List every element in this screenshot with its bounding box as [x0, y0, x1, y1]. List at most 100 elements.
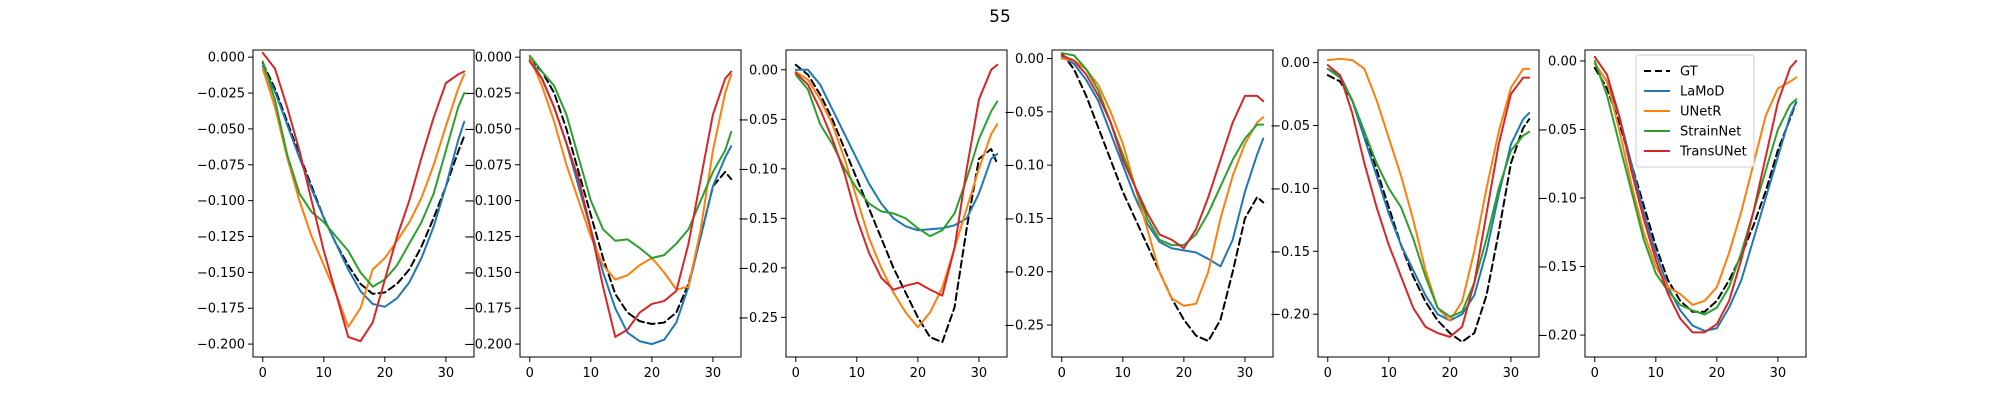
axes-frame — [252, 49, 475, 358]
series-line-gt — [1060, 52, 1265, 343]
plot-area — [261, 51, 466, 343]
x-tick-label: 30 — [438, 366, 455, 381]
y-tick-label: −0.20 — [1537, 329, 1577, 344]
x-tick-label: 0 — [792, 366, 800, 381]
y-tick-label: −0.175 — [197, 302, 245, 317]
legend-label-gt: GT — [1680, 65, 1698, 80]
y-tick-label: −0.20 — [1004, 265, 1044, 280]
y-tick-label: −0.05 — [738, 113, 778, 128]
y-tick-label: −0.150 — [197, 266, 245, 281]
y-tick-label: −0.100 — [197, 194, 245, 209]
x-tick-label: 20 — [644, 366, 661, 381]
y-tick-label: −0.025 — [197, 87, 245, 102]
y-tick-label: 0.00 — [1281, 56, 1310, 71]
x-tick-label: 10 — [316, 366, 333, 381]
x-tick-label: 20 — [1176, 366, 1193, 381]
y-tick-label: −0.15 — [1270, 245, 1310, 260]
y-tick-label: −0.100 — [464, 194, 512, 209]
subplot-grid: 0 10 20 300.000−0.025−0.050−0.075−0.100−0.1… — [197, 49, 1807, 381]
y-tick-label: −0.200 — [464, 338, 512, 353]
series-line-unetr — [794, 70, 999, 329]
y-tick-label: −0.050 — [464, 122, 512, 137]
x-tick-label: 10 — [849, 366, 866, 381]
series-line-strainnet — [794, 73, 999, 238]
series-line-transunet — [1326, 64, 1531, 338]
y-tick-label: −0.15 — [1004, 212, 1044, 227]
series-line-unetr — [261, 67, 466, 328]
series-line-strainnet — [1060, 52, 1265, 247]
axes-frame — [519, 49, 742, 358]
x-tick-label: 0 — [259, 366, 267, 381]
series-line-transunet — [794, 63, 999, 297]
legend: GT LaMoD UNetR StrainNet TransUNet — [1635, 54, 1755, 168]
series-line-gt — [1326, 74, 1531, 343]
axes-frame — [1051, 49, 1274, 358]
series-line-lamod — [1593, 62, 1798, 332]
y-tick-label: −0.10 — [1004, 159, 1044, 174]
x-tick-label: 20 — [910, 366, 927, 381]
y-tick-label: −0.075 — [464, 158, 512, 173]
x-tick-label: 0 — [1324, 366, 1332, 381]
x-tick-label: 0 — [1058, 366, 1066, 381]
y-tick-label: −0.050 — [197, 122, 245, 137]
series-line-transunet — [1060, 54, 1265, 250]
series-line-strainnet — [261, 60, 466, 288]
y-tick-label: 0.000 — [208, 51, 245, 66]
plot-area — [794, 63, 999, 344]
axes-frame — [1317, 49, 1540, 358]
x-tick-label: 30 — [1770, 366, 1787, 381]
series-line-lamod — [794, 68, 999, 232]
legend-label-lamod: LaMoD — [1680, 85, 1724, 100]
subplot-5: 0 10 20 30 0.00 −0.05 −0.10 −0.15 −0.20 — [1270, 49, 1540, 381]
x-tick-label: 20 — [377, 366, 394, 381]
plot-area — [1326, 57, 1531, 343]
subplot-2: 0 10 20 30 0.000 −0.025 −0.050 −0.075 −0.100 −0.1… — [464, 49, 742, 381]
y-tick-label: 0.000 — [475, 51, 512, 66]
x-tick-label: 10 — [583, 366, 600, 381]
series-line-lamod — [1326, 67, 1531, 322]
series-line-unetr — [1326, 57, 1531, 322]
subplot-3: 0 10 20 30 0.00 −0.05 −0.10 −0.15 −0.20 −0.25 — [738, 49, 1008, 381]
x-tick-label: 10 — [1381, 366, 1398, 381]
x-tick-label: 30 — [971, 366, 988, 381]
y-tick-label: −0.125 — [464, 230, 512, 245]
x-tick-label: 20 — [1442, 366, 1459, 381]
y-tick-label: 0.00 — [749, 63, 778, 78]
legend-box — [1635, 54, 1755, 168]
subplot-1: 0 10 20 30 0.000 −0.025 −0.050 −0.075 −0.100 −0.1… — [197, 49, 475, 381]
y-tick-label: −0.025 — [464, 87, 512, 102]
y-tick-label: −0.20 — [1270, 308, 1310, 323]
subplot-4: 0 10 20 30 0.00 −0.05 −0.10 −0.15 −0.20 −0.25 — [1004, 49, 1274, 381]
y-tick-label: −0.15 — [1537, 260, 1577, 275]
y-tick-label: −0.10 — [738, 162, 778, 177]
x-tick-label: 30 — [705, 366, 722, 381]
series-line-transunet — [261, 51, 466, 343]
y-tick-label: −0.20 — [738, 261, 778, 276]
y-tick-label: −0.200 — [197, 338, 245, 353]
y-tick-label: −0.150 — [464, 266, 512, 281]
y-tick-label: 0.00 — [1548, 54, 1577, 69]
x-tick-label: 20 — [1709, 366, 1726, 381]
x-tick-label: 0 — [1591, 366, 1599, 381]
y-tick-label: −0.175 — [464, 302, 512, 317]
plot-area — [528, 54, 733, 346]
plot-area — [1060, 52, 1265, 343]
subplot-6: 0 10 20 30 0.00 −0.05 −0.10 −0.15 −0.20 — [1537, 49, 1807, 381]
y-tick-label: −0.25 — [1004, 319, 1044, 334]
plot-area — [1593, 55, 1798, 334]
series-line-unetr — [1593, 62, 1798, 306]
x-tick-label: 0 — [526, 366, 534, 381]
x-tick-label: 30 — [1237, 366, 1254, 381]
y-tick-label: −0.125 — [197, 230, 245, 245]
axes-frame — [1584, 49, 1807, 358]
figure-title: 55 — [989, 7, 1011, 27]
series-line-transunet — [528, 60, 733, 338]
legend-label-unetr: UNetR — [1680, 105, 1721, 120]
legend-label-transunet: TransUNet — [1679, 145, 1747, 160]
y-tick-label: −0.05 — [1270, 119, 1310, 134]
series-line-lamod — [261, 64, 466, 308]
y-tick-label: −0.10 — [1270, 182, 1310, 197]
series-line-unetr — [528, 56, 733, 291]
y-tick-label: −0.10 — [1537, 192, 1577, 207]
